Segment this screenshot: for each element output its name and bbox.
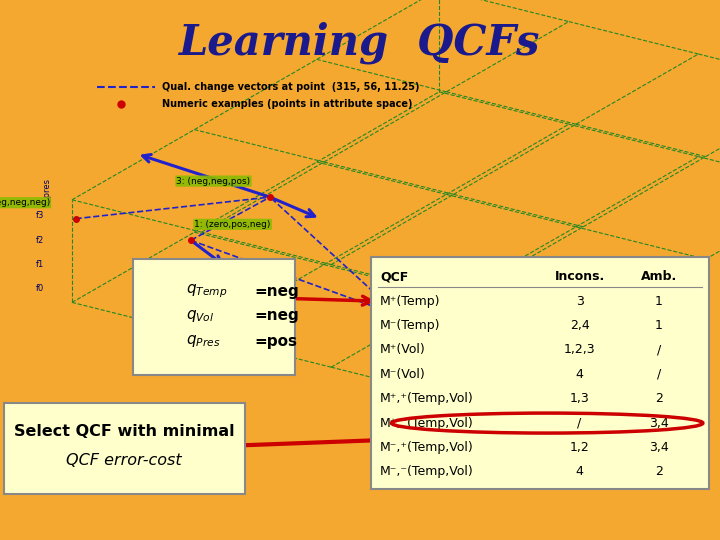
Text: 1: 1 <box>655 319 662 332</box>
Text: 2: 2 <box>655 465 662 478</box>
Text: M⁺,⁺(Temp,Vol): M⁺,⁺(Temp,Vol) <box>380 392 474 405</box>
Text: 2: 2 <box>655 392 662 405</box>
Text: 4: 4 <box>576 368 583 381</box>
Text: =neg: =neg <box>254 284 299 299</box>
Text: $q_{Temp}$: $q_{Temp}$ <box>186 283 228 300</box>
FancyBboxPatch shape <box>371 256 709 489</box>
Text: Qual. change vectors at point  (315, 56, 11.25): Qual. change vectors at point (315, 56, … <box>162 83 420 92</box>
Text: f2: f2 <box>35 236 44 245</box>
Text: M⁻,⁻(Temp,Vol): M⁻,⁻(Temp,Vol) <box>380 465 474 478</box>
Text: 4: (neg,neg,neg): 4: (neg,neg,neg) <box>0 198 50 207</box>
Text: 1,2,3: 1,2,3 <box>564 343 595 356</box>
FancyBboxPatch shape <box>4 403 245 494</box>
Text: 4: 4 <box>576 465 583 478</box>
FancyBboxPatch shape <box>133 259 295 375</box>
Text: 1: 1 <box>655 295 662 308</box>
Text: M⁻(Temp): M⁻(Temp) <box>380 319 441 332</box>
Text: M⁺(Vol): M⁺(Vol) <box>380 343 426 356</box>
Text: 3: 3 <box>576 295 583 308</box>
Text: M⁺,⁻(Temp,Vol): M⁺,⁻(Temp,Vol) <box>380 416 474 430</box>
Text: M⁻,⁺(Temp,Vol): M⁻,⁺(Temp,Vol) <box>380 441 474 454</box>
Text: 1: (zero,pos,neg): 1: (zero,pos,neg) <box>194 220 271 229</box>
Text: Amb.: Amb. <box>641 270 677 284</box>
Text: Learning  QCFs: Learning QCFs <box>179 22 541 64</box>
Text: Select QCF with minimal: Select QCF with minimal <box>14 424 234 440</box>
Text: Temp: Temp <box>269 363 293 377</box>
Text: Numeric examples (points in attribute space): Numeric examples (points in attribute sp… <box>162 99 413 109</box>
Text: /: / <box>657 368 661 381</box>
Text: QCF error-cost: QCF error-cost <box>66 453 181 468</box>
Text: 3,4: 3,4 <box>649 441 669 454</box>
Text: 2: (pos,neg,pos): 2: (pos,neg,pos) <box>403 295 476 305</box>
Text: M⁺(Temp): M⁺(Temp) <box>380 295 441 308</box>
Text: f1: f1 <box>35 260 44 269</box>
Text: 1,2: 1,2 <box>570 441 590 454</box>
Text: 1,3: 1,3 <box>570 392 590 405</box>
Text: 2,4: 2,4 <box>570 319 590 332</box>
Text: $q_{Pres}$: $q_{Pres}$ <box>186 333 220 349</box>
Text: Vol: Vol <box>132 336 148 350</box>
Text: $q_{Vol}$: $q_{Vol}$ <box>186 308 214 324</box>
Text: 3: (neg,neg,pos): 3: (neg,neg,pos) <box>176 177 251 186</box>
Text: f3: f3 <box>35 212 44 220</box>
Text: 3,4: 3,4 <box>649 416 669 430</box>
Text: =pos: =pos <box>254 334 297 349</box>
Text: f0: f0 <box>35 285 44 293</box>
Text: /: / <box>577 416 582 430</box>
Text: Incons.: Incons. <box>554 270 605 284</box>
Text: M⁻(Vol): M⁻(Vol) <box>380 368 426 381</box>
Text: =neg: =neg <box>254 308 299 323</box>
Text: /: / <box>657 343 661 356</box>
Text: p_pres: p_pres <box>42 178 51 206</box>
Text: QCF: QCF <box>380 270 408 284</box>
